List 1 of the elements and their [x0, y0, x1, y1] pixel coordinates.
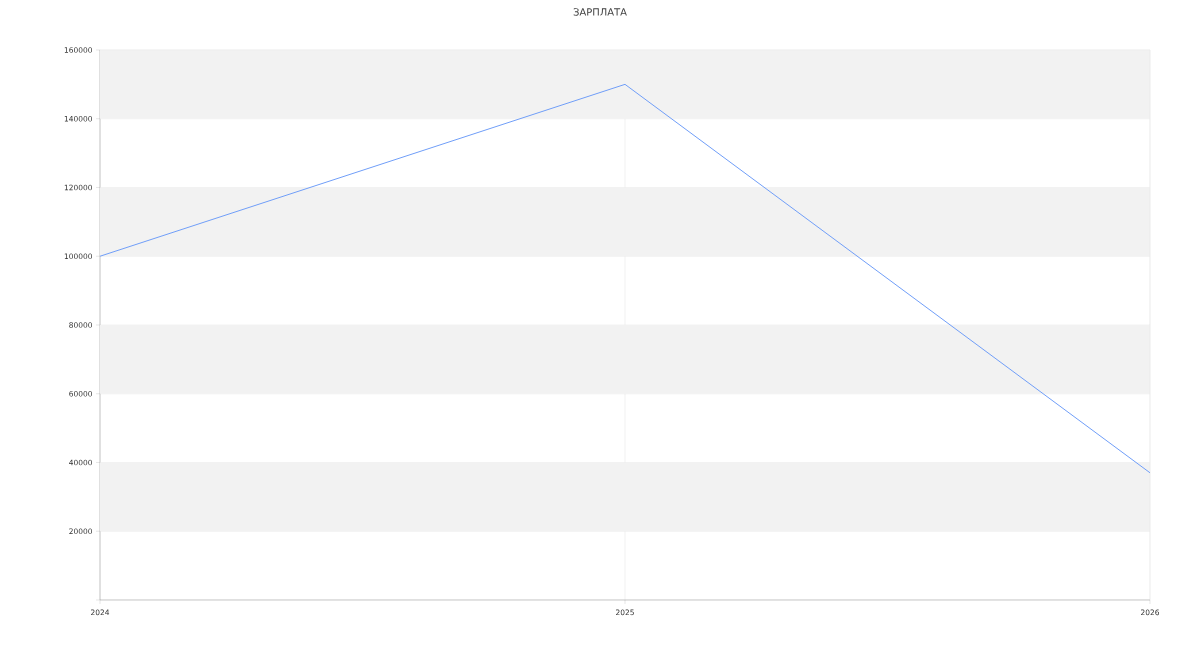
chart-title: ЗАРПЛАТА — [573, 8, 627, 16]
